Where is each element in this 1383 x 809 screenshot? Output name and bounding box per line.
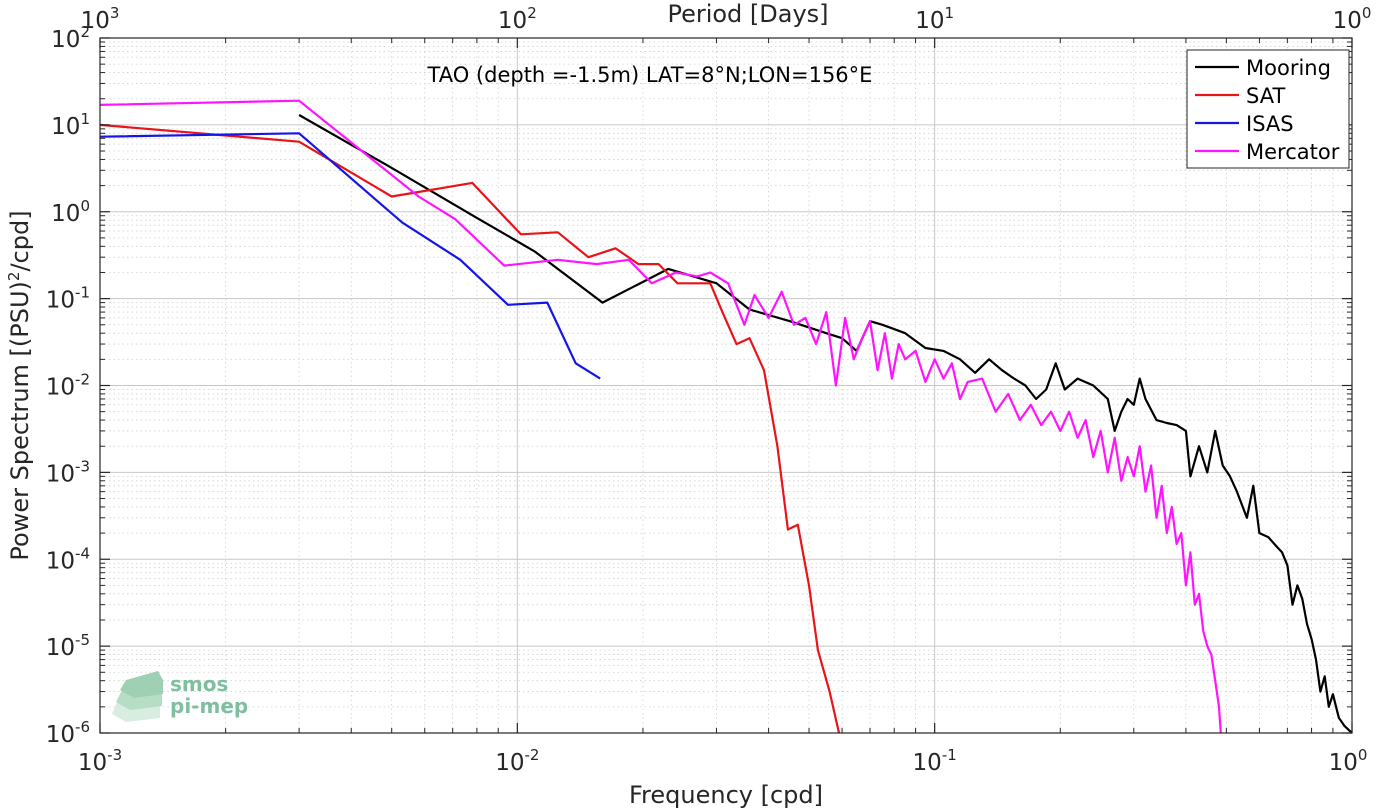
tick-labels: 10-3 10-2 10-1 10010210110010-110-210-310-4… — [46, 4, 1372, 776]
y-tick-label: 10-4 — [46, 544, 90, 574]
y-tick-label-exponent: 1 — [80, 110, 90, 128]
logo-wave-3 — [120, 671, 163, 698]
y-tick-label-base: 10 — [46, 288, 75, 314]
y-axis-label-text: Power Spectrum [(PSU) — [6, 281, 34, 560]
x-tick-label-exponent: -2 — [524, 746, 539, 764]
top-tick-label-exponent: 0 — [1362, 4, 1372, 22]
legend-label-mooring: Mooring — [1246, 56, 1331, 80]
y-axis-label: Power Spectrum [(PSU)2/cpd] — [5, 210, 34, 560]
y-tick-label: 10-6 — [46, 718, 90, 748]
legend-label-mercator: Mercator — [1246, 140, 1340, 164]
series-line-sat — [100, 123, 841, 733]
series-layer — [100, 99, 1352, 733]
x-tick-label-exponent: -1 — [942, 746, 957, 764]
y-axis-label-unit: /cpd] — [6, 210, 34, 271]
top-tick-label-base: 10 — [915, 8, 944, 34]
y-tick-label-exponent: 2 — [80, 23, 90, 41]
legend-label-sat: SAT — [1246, 84, 1285, 108]
top-tick-label-exponent: 2 — [527, 4, 537, 22]
y-tick-label-exponent: -2 — [75, 371, 90, 389]
y-tick-label: 10-5 — [46, 631, 90, 661]
y-tick-label: 10-3 — [46, 457, 90, 487]
x-tick-label-exponent: 0 — [1358, 746, 1368, 764]
y-tick-label-exponent: -4 — [75, 544, 90, 562]
y-tick-label-base: 10 — [51, 114, 80, 140]
y-tick-label-exponent: -5 — [75, 631, 90, 649]
top-tick-label-base: 10 — [1333, 8, 1362, 34]
y-tick-label-base: 10 — [46, 635, 75, 661]
legend-box — [1186, 49, 1350, 169]
y-tick-label: 102 — [51, 23, 90, 53]
x-tick-label: 100 — [1329, 746, 1368, 776]
y-tick-label: 101 — [51, 110, 90, 140]
top-tick-label: 102 — [498, 4, 537, 34]
y-tick-label-base: 10 — [46, 548, 75, 574]
logo-text-smos: smos — [170, 672, 228, 696]
top-tick-label: 101 — [915, 4, 954, 34]
y-tick-label-base: 10 — [46, 722, 75, 748]
tick-marks — [99, 37, 1353, 734]
top-tick-label: 103 — [81, 4, 120, 34]
logo-icon — [112, 671, 163, 722]
x-tick-label-base: 10 — [1329, 750, 1358, 776]
logo-text-pi-mep: pi-mep — [170, 694, 248, 718]
y-tick-label-base: 10 — [46, 461, 75, 487]
y-tick-label: 10-1 — [46, 284, 90, 314]
y-tick-label-base: 10 — [51, 201, 80, 227]
y-tick-label: 10-2 — [46, 371, 90, 401]
y-tick-label-exponent: 0 — [80, 197, 90, 215]
x-tick-label: 10-2 — [495, 746, 539, 776]
top-axis-label: Period [Days] — [667, 0, 828, 28]
y-tick-label-base: 10 — [51, 27, 80, 53]
top-tick-label: 100 — [1333, 4, 1372, 34]
legend-label-isas: ISAS — [1246, 112, 1294, 136]
top-tick-label-exponent: 1 — [945, 4, 955, 22]
y-tick-label: 100 — [51, 197, 90, 227]
x-tick-label-base: 10 — [495, 750, 524, 776]
x-tick-label: 10-1 — [913, 746, 957, 776]
chart-title: TAO (depth =-1.5m) LAT=8°N;LON=156°E — [427, 63, 873, 87]
smos-pi-mep-logo: smos pi-mep — [112, 671, 248, 722]
x-axis-label: Frequency [cpd] — [629, 781, 823, 809]
legend: Mooring SAT ISAS Mercator — [1186, 49, 1350, 169]
series-line-isas — [100, 132, 601, 380]
y-tick-label-exponent: -1 — [75, 284, 90, 302]
y-axis-label-superscript: 2 — [5, 272, 23, 282]
top-tick-label-base: 10 — [498, 8, 527, 34]
series-line-mercator — [100, 99, 1222, 733]
y-tick-label-exponent: -3 — [75, 457, 90, 475]
x-tick-label-base: 10 — [78, 750, 107, 776]
x-tick-label: 10-3 — [78, 746, 122, 776]
x-tick-label-base: 10 — [913, 750, 942, 776]
x-tick-label-exponent: -3 — [107, 746, 122, 764]
y-tick-label-exponent: -6 — [75, 718, 90, 736]
top-tick-label-exponent: 3 — [110, 4, 120, 22]
y-tick-label-base: 10 — [46, 375, 75, 401]
top-tick-label-base: 10 — [81, 8, 110, 34]
